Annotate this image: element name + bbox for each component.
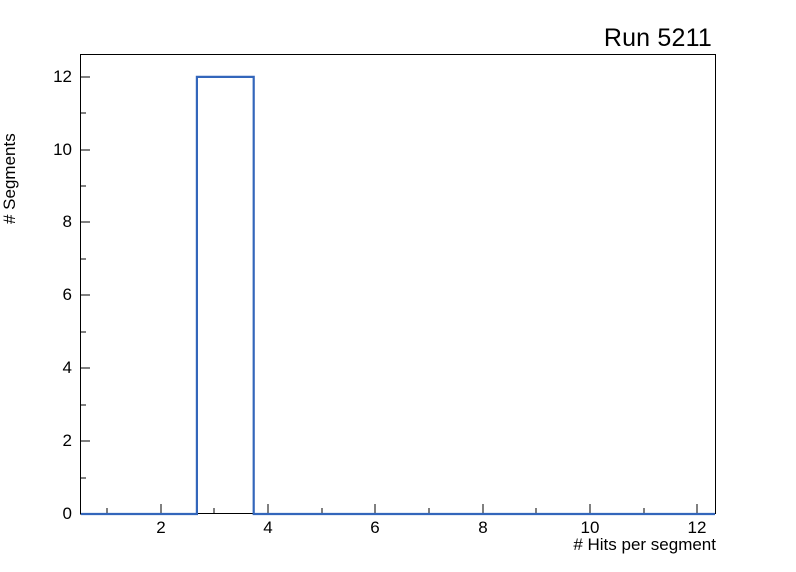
- y-tick-label: 10: [53, 140, 72, 159]
- y-tick-label: 0: [62, 504, 72, 523]
- x-tick-label: 10: [580, 518, 600, 537]
- x-tick-label: 6: [370, 518, 380, 537]
- y-tick-label: 6: [62, 285, 72, 304]
- page-title: Run 5211: [603, 24, 712, 52]
- y-axis-title: # Segments: [0, 133, 19, 224]
- histogram-series: [81, 75, 715, 516]
- x-tick-label: 2: [156, 518, 166, 537]
- x-axis-title: # Hits per segment: [573, 535, 716, 554]
- y-tick-label: 8: [62, 212, 72, 231]
- y-tick-label: 12: [53, 67, 72, 86]
- y-axis-ticks: [80, 76, 90, 515]
- plot-frame: [80, 54, 716, 514]
- x-tick-label: 8: [478, 518, 488, 537]
- x-axis-ticks: [106, 504, 698, 514]
- y-tick-label: 2: [62, 431, 72, 450]
- y-tick-label: 4: [62, 358, 72, 377]
- x-tick-label: 12: [687, 518, 707, 537]
- x-tick-label: 4: [263, 518, 273, 537]
